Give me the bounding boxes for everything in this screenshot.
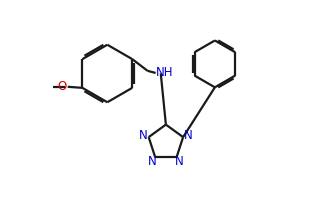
Text: N: N xyxy=(175,155,184,168)
Text: O: O xyxy=(57,80,66,93)
Text: N: N xyxy=(148,155,157,168)
Text: NH: NH xyxy=(156,66,174,79)
Text: N: N xyxy=(184,129,193,142)
Text: N: N xyxy=(139,129,148,142)
